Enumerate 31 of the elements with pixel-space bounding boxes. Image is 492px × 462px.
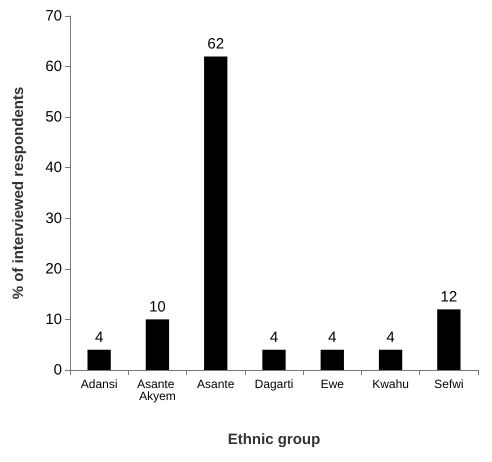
y-tick-label: 70 (45, 8, 62, 24)
x-tick-label: Dagarti (254, 377, 294, 391)
data-label: 10 (149, 298, 166, 316)
bar (87, 350, 111, 370)
y-tick-label: 30 (45, 210, 62, 227)
data-label: 4 (328, 328, 336, 346)
data-label: 62 (207, 35, 224, 52)
bar (378, 350, 402, 370)
x-tick-label: Sefwi (434, 377, 464, 391)
bar (437, 309, 461, 370)
y-tick-label: 20 (45, 260, 62, 278)
x-tick-label: Kwahu (372, 377, 409, 391)
y-tick-label: 0 (54, 362, 62, 378)
y-tick-label: 40 (45, 159, 62, 176)
data-label: 4 (270, 328, 278, 346)
bar (262, 350, 286, 370)
y-axis-title: % of interviewed respondents (10, 86, 27, 300)
bar (320, 350, 344, 370)
y-tick-label: 50 (45, 108, 62, 126)
x-tick-label: Asante Akyem (137, 377, 178, 403)
data-label: 4 (386, 328, 395, 346)
x-tick-label: Adansi (80, 377, 118, 391)
x-axis-title: Ethnic group (228, 431, 320, 448)
y-tick-label: 60 (45, 58, 62, 76)
bar (204, 56, 228, 370)
y-tick-label: 10 (45, 310, 62, 328)
x-tick-label: Asante (197, 377, 235, 391)
bar (146, 319, 170, 370)
x-tick-label: Ewe (320, 377, 344, 391)
data-label: 12 (440, 288, 458, 306)
data-label: 4 (94, 328, 104, 346)
